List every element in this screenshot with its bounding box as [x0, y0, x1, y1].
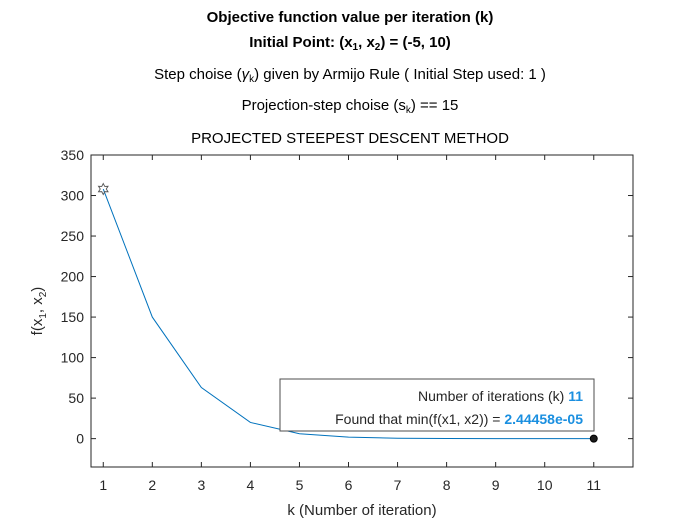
figure-title-line1: Objective function value per iteration (… — [206, 9, 494, 26]
x-tick-label: 11 — [586, 477, 601, 493]
gamma-symbol: γ — [241, 66, 250, 83]
series-layer — [97, 182, 598, 443]
x-tick-label: 9 — [492, 477, 500, 493]
series-line — [102, 188, 594, 440]
projection-step-pre: Projection-step choise (s — [241, 97, 406, 114]
x-tick-label: 10 — [537, 477, 553, 493]
annotation-iterations-value: 11 — [568, 388, 583, 404]
projection-step-line: Projection-step choise (sk) == 15 — [0, 97, 700, 116]
y-label-sub2: 2 — [38, 291, 49, 297]
projection-step-post: ) == 15 — [410, 97, 459, 114]
ticks: 1 2 3 4 5 6 7 8 9 10 11 0 50 100 150 200 250 300 350 — [61, 147, 633, 493]
x-tick-label: 4 — [247, 477, 255, 493]
x-tick-label: 1 — [99, 477, 107, 493]
x-tick-label: 8 — [443, 477, 451, 493]
y-tick-label: 250 — [61, 228, 85, 244]
x-tick-label: 7 — [394, 477, 402, 493]
annotation-line2-label: Found that min(f(x1, x2)) = — [335, 411, 504, 427]
y-tick-label: 200 — [61, 269, 85, 285]
annotation-min-value: 2.44458e-05 — [504, 411, 583, 427]
x1-subscript: 1 — [352, 42, 359, 53]
y-label-post: ) — [29, 287, 46, 292]
s-subscript: k — [405, 105, 411, 116]
initial-point-label: Initial Point: (x — [249, 34, 353, 51]
y-axis-label: f(x1, x2) — [29, 287, 49, 336]
annotation-line2: Found that min(f(x1, x2)) = 2.44458e-05 — [335, 411, 583, 427]
y-tick-label: 100 — [61, 350, 85, 366]
initial-point-value: ) = (-5, 10) — [380, 34, 451, 51]
figure-title-line2: Initial Point: (x1, x2) = (-5, 10) — [0, 34, 700, 53]
x2-subscript: 2 — [374, 42, 381, 53]
y-tick-label: 50 — [68, 390, 84, 406]
y-label-mid: , x — [29, 297, 46, 313]
x-tick-label: 2 — [148, 477, 156, 493]
y-tick-label: 350 — [61, 147, 85, 163]
y-tick-label: 150 — [61, 309, 85, 325]
annotation-box: Number of iterations (k) 11 Found that m… — [279, 378, 595, 432]
axes-title: PROJECTED STEEPEST DESCENT METHOD — [191, 130, 509, 147]
annotation-frame — [279, 378, 595, 432]
y-tick-label: 0 — [76, 431, 84, 447]
annotation-line1-label: Number of iterations (k) — [418, 388, 568, 404]
annotation-line1: Number of iterations (k) 11 — [418, 388, 583, 404]
step-choice-line: Step choise (γk) given by Armijo Rule ( … — [0, 66, 700, 85]
start-marker — [97, 182, 109, 196]
x-tick-label: 6 — [345, 477, 353, 493]
step-choice-pre: Step choise ( — [154, 66, 242, 83]
y-label-sub1: 1 — [38, 313, 49, 319]
x-axis-label: k (Number of iteration) — [287, 502, 436, 519]
initial-point-sep: , x — [358, 34, 375, 51]
step-choice-post: ) given by Armijo Rule ( Initial Step us… — [254, 66, 546, 83]
gamma-subscript: k — [249, 74, 255, 85]
end-marker — [589, 434, 598, 443]
x-tick-label: 3 — [197, 477, 205, 493]
y-label-pre: f(x — [29, 318, 46, 335]
x-tick-label: 5 — [296, 477, 304, 493]
y-tick-label: 300 — [61, 188, 85, 204]
